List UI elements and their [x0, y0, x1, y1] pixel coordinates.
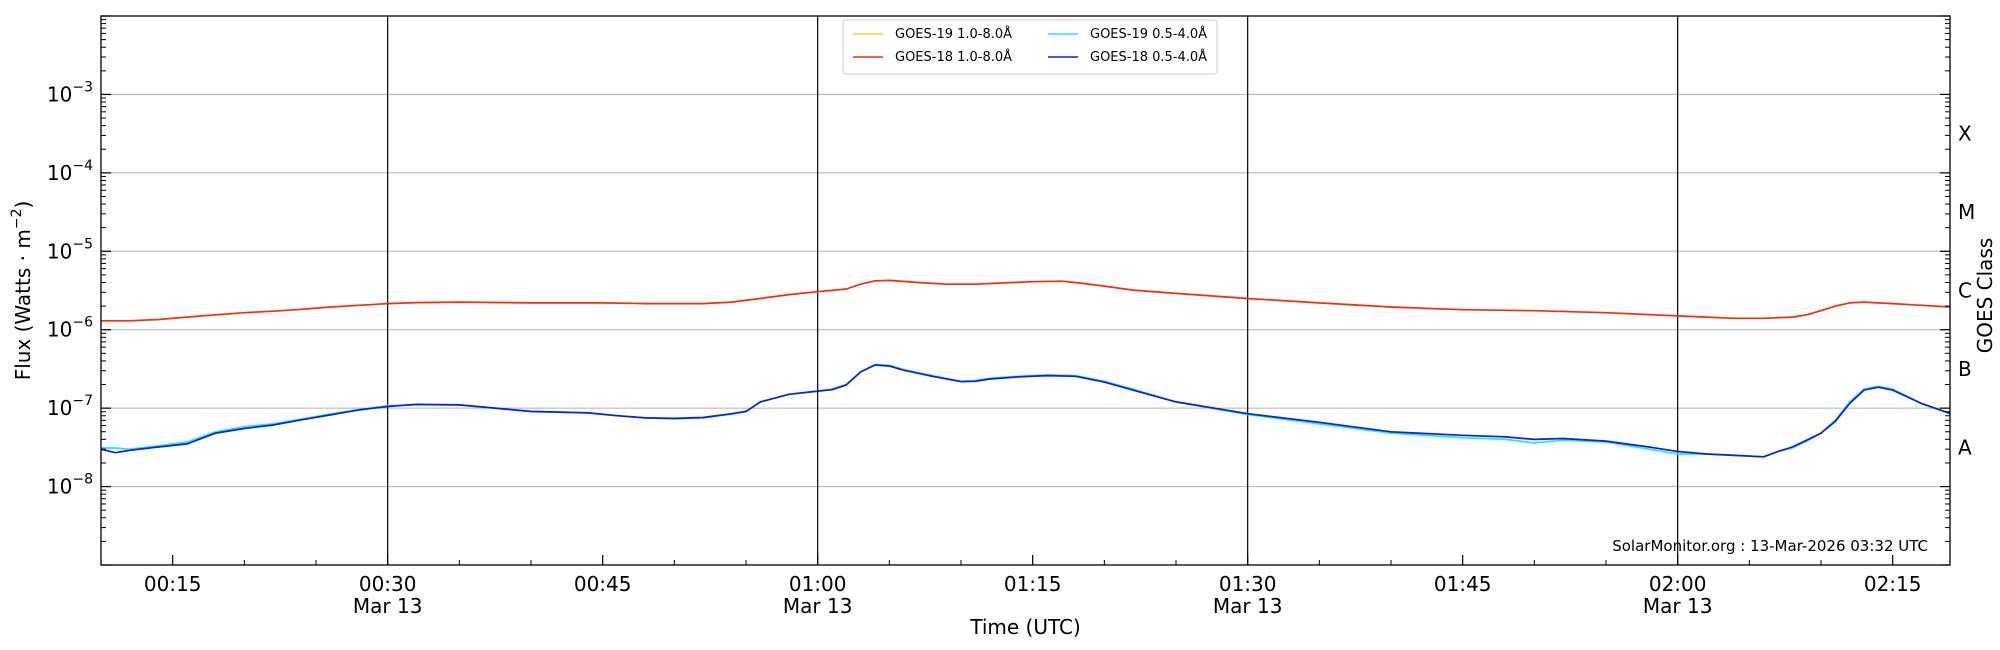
x-tick-date-label: Mar 13	[353, 594, 423, 618]
y-axis-title: Flux (Watts · m−2)	[9, 201, 35, 381]
goes-class-label-c: C	[1958, 279, 1972, 303]
plot-frame	[100, 15, 1951, 566]
legend-box	[842, 19, 1218, 75]
goes-class-label-x: X	[1958, 122, 1972, 146]
series-line-2	[101, 363, 1951, 458]
series-line-3	[100, 364, 1951, 458]
x-tick-label: 00:30	[359, 572, 417, 596]
gridlines	[101, 93, 1950, 488]
x-tick-label: 01:15	[1004, 572, 1062, 596]
legend: GOES-19 1.0-8.0Å GOES-18 1.0-8.0Å GOES-19 …	[842, 19, 1218, 75]
right-axis-title: GOES Class	[1973, 238, 1997, 354]
x-tick-date-label: Mar 13	[783, 594, 853, 618]
goes-class-label-m: M	[1958, 200, 1975, 224]
x-tick-date-label: Mar 13	[1213, 594, 1283, 618]
goes-class-label-b: B	[1958, 357, 1972, 381]
x-tick-label: 00:15	[144, 572, 202, 596]
legend-label-3: GOES-18 0.5-4.0Å	[1090, 49, 1207, 65]
y-tick-label: 10−5	[47, 236, 93, 263]
y-tick-label: 10−8	[47, 472, 93, 499]
y-axis-title-superscript: −2	[9, 209, 25, 230]
x-axis-title: Time (UTC)	[969, 615, 1081, 639]
legend-label-1: GOES-18 1.0-8.0Å	[895, 49, 1012, 65]
y-tick-label: 10−3	[47, 79, 93, 106]
series-line-1	[101, 279, 1951, 322]
y-tick-label: 10−7	[47, 393, 93, 420]
x-tick-label: 01:45	[1434, 572, 1492, 596]
data-series	[100, 279, 1951, 458]
y-axis-title-tail: )	[11, 201, 35, 209]
axis-ticks	[100, 15, 1950, 566]
legend-label-2: GOES-19 0.5-4.0Å	[1090, 26, 1207, 42]
x-tick-label: 01:30	[1219, 572, 1277, 596]
goes-class-label-a: A	[1958, 435, 1972, 459]
x-tick-label: 02:15	[1864, 572, 1922, 596]
x-tick-label: 01:00	[789, 572, 847, 596]
x-tick-label: 02:00	[1649, 572, 1707, 596]
time-markers	[387, 16, 1679, 565]
y-tick-label: 10−4	[47, 158, 93, 185]
y-axis-title-main: Flux (Watts · m	[11, 229, 35, 380]
y-tick-label: 10−6	[47, 315, 93, 342]
x-tick-date-label: Mar 13	[1643, 594, 1713, 618]
x-tick-label: 00:45	[574, 572, 632, 596]
credit-text: SolarMonitor.org : 13-Mar-2026 03:32 UTC	[1612, 537, 1928, 555]
legend-label-0: GOES-19 1.0-8.0Å	[895, 26, 1012, 42]
